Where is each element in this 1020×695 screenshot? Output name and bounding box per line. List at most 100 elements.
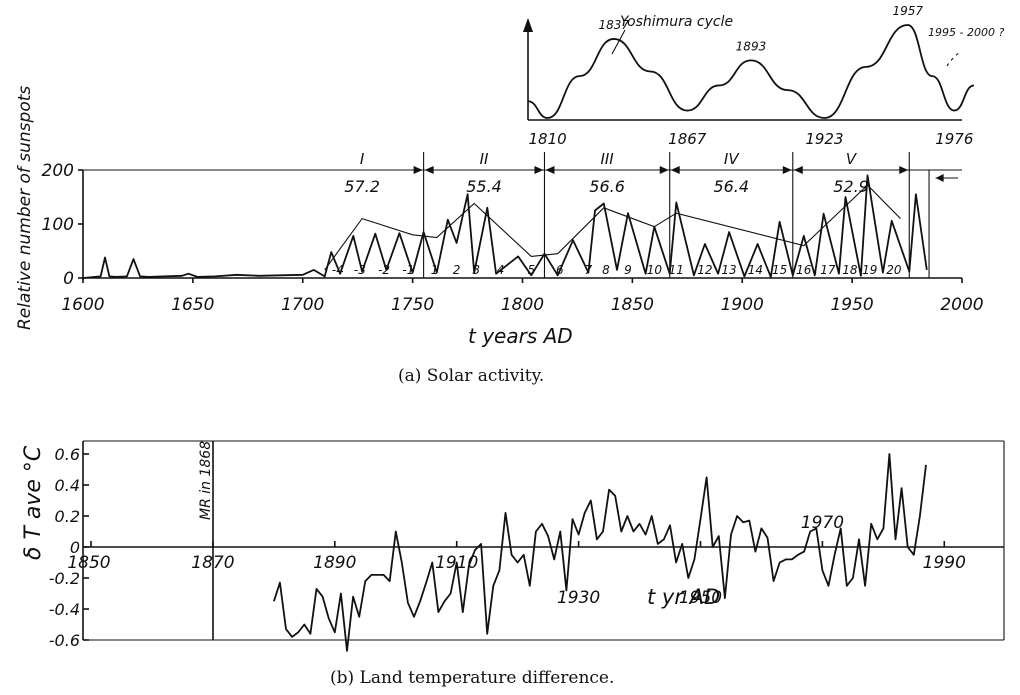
caption-a: (a) Solar activity.: [398, 366, 544, 386]
temp-x-tick-label: 1850: [67, 553, 110, 573]
temp-y-tick-label: -0.4: [49, 600, 80, 619]
temp-y-tick-label: 0.6: [55, 445, 80, 464]
sunspot-y-label-text: Relative number of sunspots: [15, 86, 35, 330]
yoshimura-peak-labels: 1837 1893 1957: [598, 4, 923, 53]
period-arrowhead: [793, 166, 803, 174]
sunspot-periods: I 57.2 II 55.4 III 56.6 IV 56.4 V 52.9: [192, 150, 958, 278]
temp-y-ticks: 0.6 0.4 0.2 0 -0.2 -0.4 -0.6: [49, 445, 89, 650]
temp-y-tick-label: 0: [70, 538, 80, 557]
cycle-number-label: -1: [402, 263, 414, 277]
period-arrowhead: [424, 166, 434, 174]
cycle-number-label: 1: [431, 263, 439, 277]
sunspot-x-tick-label: 2000: [940, 295, 983, 315]
period-arrowhead: [899, 166, 909, 174]
period-arrowhead: [782, 166, 792, 174]
cycle-number-label: -3: [354, 263, 366, 277]
period-roman-label: III: [600, 150, 614, 168]
sunspot-y-label: Relative number of sunspots: [15, 86, 35, 330]
period-arrowhead: [545, 166, 555, 174]
cycle-number-label: 15: [772, 263, 787, 277]
temp-y-tick-label: -0.2: [49, 569, 80, 588]
yoshimura-trough-label: 1867: [668, 130, 707, 148]
temp-y-tick-label: -0.6: [49, 631, 80, 650]
sunspot-x-tick-label: 1600: [61, 295, 104, 315]
cycle-number-label: 19: [862, 263, 877, 277]
temp-x-tick-label: 1930: [557, 588, 600, 608]
yoshimura-trough-labels: 1810 1867 1923 1976: [529, 130, 974, 148]
cycle-number-label: 18: [842, 263, 858, 277]
temp-x-tick-label: 1950: [679, 588, 722, 608]
sunspot-y-ticks: 0 100 200: [42, 161, 83, 289]
temp-x-tick-label: 1870: [191, 553, 234, 573]
yoshimura-peak-label: 1957: [892, 4, 923, 18]
sunspot-x-tick-label: 1850: [611, 295, 654, 315]
cycle-number-label: 6: [556, 263, 564, 277]
cycle-number-label: 3: [473, 263, 481, 277]
cycle-number-label: 14: [748, 263, 763, 277]
cycle-number-label: 12: [697, 263, 712, 277]
yoshimura-title: Yoshimura cycle: [620, 14, 733, 30]
period-roman-label: V: [846, 150, 858, 168]
cycle-number-label: 9: [624, 263, 632, 277]
period-arrowhead: [413, 166, 423, 174]
period-arrowhead: [935, 174, 944, 182]
period-roman-label: I: [360, 150, 365, 168]
temp-y-label: δ T ave °C: [21, 445, 46, 560]
period-arrowhead: [659, 166, 669, 174]
yoshimura-trough-label: 1976: [935, 130, 973, 148]
period-arrowhead: [670, 166, 680, 174]
cycle-number-label: 2: [453, 263, 461, 277]
yoshimura-panel: 1810 1867 1923 1976 1837 1893 1957 Yoshimura …: [523, 4, 1004, 148]
temp-y-tick-label: 0.4: [55, 476, 80, 495]
sunspot-x-tick-label: 1800: [501, 295, 544, 315]
temperature-panel: 0.60.40.20-0.2-0.4-0.6 1850 1870 1890 19101…: [21, 440, 1005, 688]
projection-label: 1995 - 2000 ?: [928, 26, 1004, 39]
sunspot-x-tick-label: 1950: [830, 295, 873, 315]
sunspot-y-tick-label: 200: [42, 161, 74, 181]
period-mean-label: 52.9: [833, 177, 869, 196]
period-mean-label: 56.4: [713, 177, 749, 196]
cycle-number-label: 11: [669, 263, 684, 277]
temp-x-tick-label: 1970: [801, 513, 844, 533]
sunspot-y-tick-label: 100: [42, 215, 74, 235]
yoshimura-trough-label: 1810: [529, 130, 567, 148]
sunspot-x-ticks: 1600 1650 1700 1750 1800 1850 1900 1950 2000: [61, 278, 984, 315]
period-roman-label: IV: [724, 150, 740, 168]
cycle-number-label: 16: [796, 263, 812, 277]
period-mean-label: 57.2: [344, 177, 380, 196]
temp-x-label: t yr AD: [647, 585, 720, 609]
mr-label: MR in 1868: [198, 441, 214, 520]
sunspot-cycle-labels: -4 -3 -2 -1 1 2 3 4 5 6 7 8 9 10 11 12 13 14 15 16 17 18 19 20: [332, 263, 902, 277]
cycle-number-label: 4: [497, 263, 505, 277]
sunspot-series: [82, 174, 928, 279]
cycle-number-label: 20: [886, 263, 902, 277]
sunspot-x-tick-label: 1900: [721, 295, 764, 315]
cycle-number-label: 17: [820, 263, 836, 277]
yoshimura-curve: [527, 24, 975, 119]
temp-x-tick-label: 1990: [923, 553, 966, 573]
cycle-number-label: 10: [647, 263, 663, 277]
sunspot-y-tick-label: 0: [63, 269, 74, 289]
sunspot-x-tick-label: 1650: [171, 295, 214, 315]
yoshimura-trough-label: 1923: [805, 130, 843, 148]
sunspot-envelope: [324, 184, 901, 271]
cycle-number-label: -2: [378, 263, 390, 277]
sunspot-x-label: t years AD: [468, 324, 573, 348]
sunspot-x-tick-label: 1750: [391, 295, 434, 315]
temperature-series: [273, 453, 927, 652]
cycle-number-label: -4: [332, 263, 344, 277]
sunspot-x-tick-label: 1700: [281, 295, 324, 315]
period-roman-label: II: [480, 150, 489, 168]
period-mean-label: 55.4: [466, 177, 502, 196]
period-arrowhead: [534, 166, 544, 174]
yoshimura-title-pointer: [611, 29, 626, 55]
caption-b: (b) Land temperature difference.: [330, 668, 614, 688]
yoshimura-projection: [946, 51, 961, 67]
cycle-number-label: 7: [585, 263, 593, 277]
cycle-number-label: 8: [602, 263, 610, 277]
cycle-number-label: 5: [527, 263, 535, 277]
cycle-number-label: 13: [721, 263, 736, 277]
yoshimura-y-arrow: [523, 18, 533, 32]
